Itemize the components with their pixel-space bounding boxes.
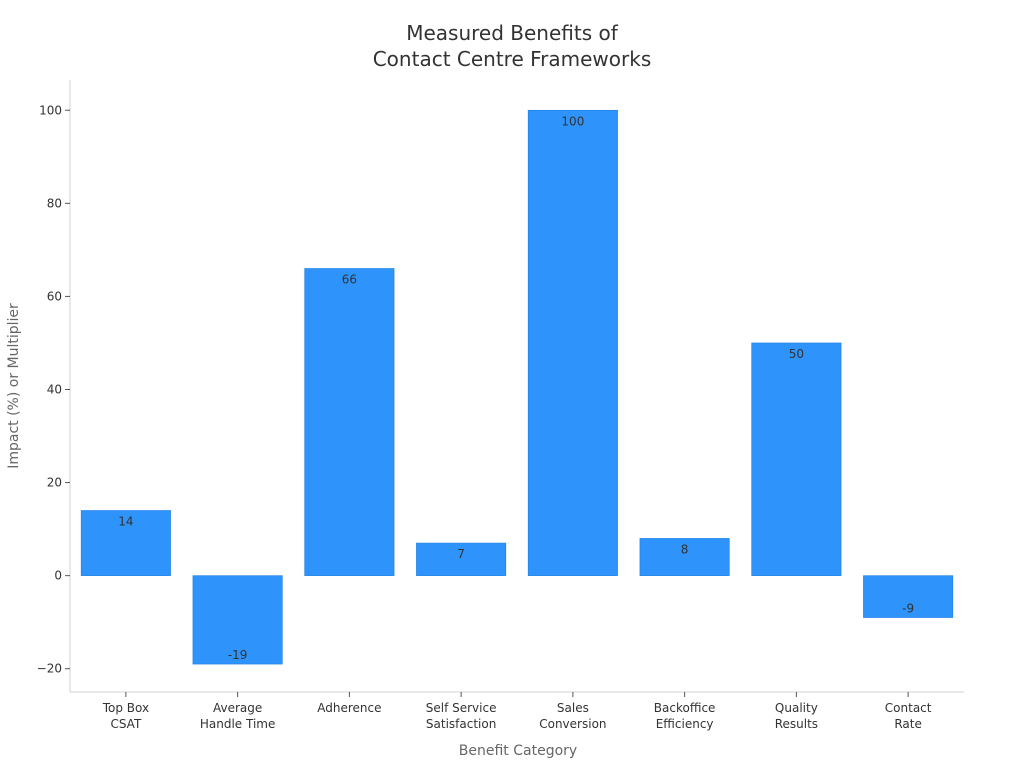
- y-tick-label: 40: [47, 382, 62, 396]
- bar-value-label: 66: [342, 272, 357, 286]
- bar-value-label: -19: [228, 648, 248, 662]
- x-tick-label: Satisfaction: [426, 717, 496, 731]
- x-tick-label: Results: [775, 717, 818, 731]
- x-tick-label: Top Box: [102, 701, 149, 715]
- bar: [192, 575, 283, 665]
- x-axis-label: Benefit Category: [459, 743, 577, 759]
- y-tick-label: 0: [54, 569, 62, 583]
- plot-area: −20 0 20 40 60 80 100 14 Top Box CSAT -19 Average Ha…: [37, 80, 964, 731]
- bar: [751, 342, 842, 576]
- x-tick-label: CSAT: [110, 717, 141, 731]
- bar: [863, 575, 954, 618]
- x-tick-label: Handle Time: [200, 717, 276, 731]
- x-tick-label: Contact: [885, 701, 932, 715]
- bar-value-label: 7: [457, 547, 465, 561]
- bar-value-label: 50: [789, 347, 804, 361]
- bar-value-label: 100: [561, 114, 584, 128]
- x-tick-label: Quality: [775, 701, 818, 715]
- bar: [80, 510, 171, 576]
- y-axis-label: Impact (%) or Multiplier: [6, 303, 22, 469]
- y-tick-label: 60: [47, 289, 62, 303]
- y-tick-label: −20: [37, 662, 62, 676]
- x-tick-label: Self Service: [426, 701, 497, 715]
- chart-title-line-1: Measured Benefits of: [406, 21, 619, 45]
- x-tick-label: Rate: [894, 717, 922, 731]
- x-tick-label: Backoffice: [654, 701, 716, 715]
- bar-value-label: -9: [902, 602, 914, 616]
- x-tick-label: Average: [213, 701, 262, 715]
- bar-value-label: 14: [118, 514, 133, 528]
- y-tick-label: 100: [39, 103, 62, 117]
- chart-title-line-2: Contact Centre Frameworks: [373, 47, 652, 71]
- y-tick-label: 20: [47, 476, 62, 490]
- x-tick-label: Efficiency: [656, 717, 714, 731]
- bar-value-label: 8: [681, 542, 689, 556]
- x-tick-label: Sales: [557, 701, 589, 715]
- y-tick-label: 80: [47, 196, 62, 210]
- x-tick-label: Adherence: [317, 701, 381, 715]
- x-tick-label: Conversion: [539, 717, 606, 731]
- bar: [527, 109, 618, 576]
- bar: [416, 542, 507, 576]
- bar: [304, 268, 395, 576]
- bar: [639, 538, 730, 576]
